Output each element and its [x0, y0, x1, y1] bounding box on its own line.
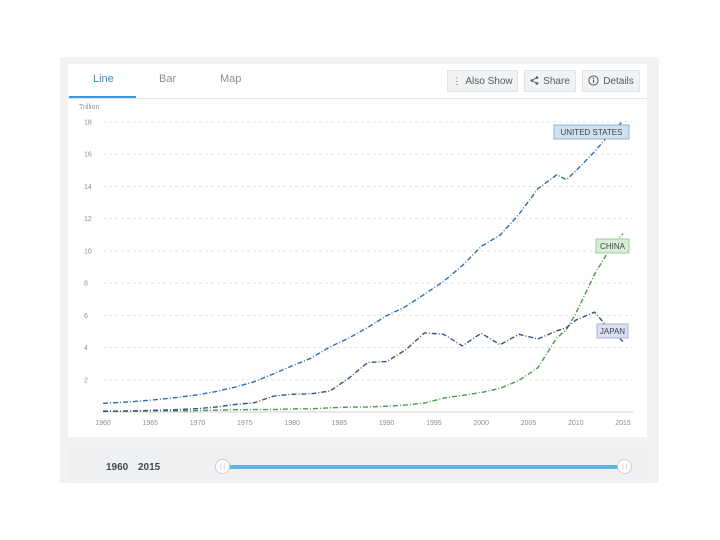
- start-year-handle[interactable]: | |: [215, 459, 230, 474]
- x-tick-label: 1975: [237, 420, 253, 427]
- y-tick-label: 8: [84, 281, 88, 288]
- x-tick-label: 1970: [190, 420, 206, 427]
- series-line-china: [102, 233, 624, 412]
- share-label: Share: [543, 75, 570, 87]
- series-line-japan: [102, 311, 624, 413]
- year-range-track[interactable]: [222, 465, 626, 469]
- tab-line[interactable]: Line: [93, 73, 114, 85]
- share-button[interactable]: Share: [524, 70, 576, 92]
- y-tick-label: 16: [84, 152, 92, 159]
- series-label-united-states: UNITED STATES: [553, 124, 630, 140]
- series-label-box: [596, 323, 629, 339]
- x-tick-label: 1965: [142, 420, 158, 427]
- tab-bar-chart[interactable]: Bar: [159, 73, 177, 85]
- x-tick-label: 2010: [568, 420, 584, 427]
- series-label-box: [595, 238, 630, 254]
- end-year-handle[interactable]: | |: [617, 459, 632, 474]
- x-tick-label: 1990: [379, 420, 395, 427]
- series-label-box: [553, 124, 630, 140]
- y-tick-label: 12: [84, 216, 92, 223]
- y-tick-label: 4: [84, 345, 88, 352]
- share-icon: [530, 75, 539, 87]
- also-show-label: Also Show: [465, 75, 513, 87]
- active-tab-indicator: [69, 96, 136, 98]
- y-tick-label: 18: [84, 120, 92, 127]
- info-icon: [588, 74, 599, 88]
- x-tick-label: 2000: [473, 420, 489, 427]
- series-label-text: JAPAN: [600, 327, 625, 336]
- y-tick-label: 6: [84, 313, 88, 320]
- end-year: 2015: [138, 462, 161, 473]
- x-tick-label: 2005: [521, 420, 537, 427]
- x-tick-label: 1995: [426, 420, 442, 427]
- y-tick-label: 2: [84, 377, 88, 384]
- tab-bar: Line Bar Map: [68, 64, 647, 99]
- x-tick-label: 1985: [332, 420, 348, 427]
- x-tick-label: 1960: [95, 420, 111, 427]
- y-unit-label: Trillion: [79, 104, 100, 111]
- series-line-united-states: [102, 120, 624, 404]
- series-label-japan: JAPAN: [596, 323, 629, 339]
- start-year: 1960: [106, 462, 129, 473]
- y-tick-label: 14: [84, 184, 92, 191]
- series-label-text: UNITED STATES: [561, 128, 623, 137]
- more-vertical-icon: ⋮: [452, 75, 462, 86]
- series-label-china: CHINA: [595, 238, 630, 254]
- y-tick-label: 10: [84, 248, 92, 255]
- tab-map[interactable]: Map: [220, 73, 242, 85]
- x-tick-label: 1980: [284, 420, 300, 427]
- series-label-text: CHINA: [600, 242, 626, 251]
- also-show-button[interactable]: ⋮ Also Show: [447, 70, 518, 92]
- x-tick-label: 2015: [615, 420, 631, 427]
- details-button[interactable]: Details: [582, 70, 640, 92]
- details-label: Details: [603, 75, 634, 87]
